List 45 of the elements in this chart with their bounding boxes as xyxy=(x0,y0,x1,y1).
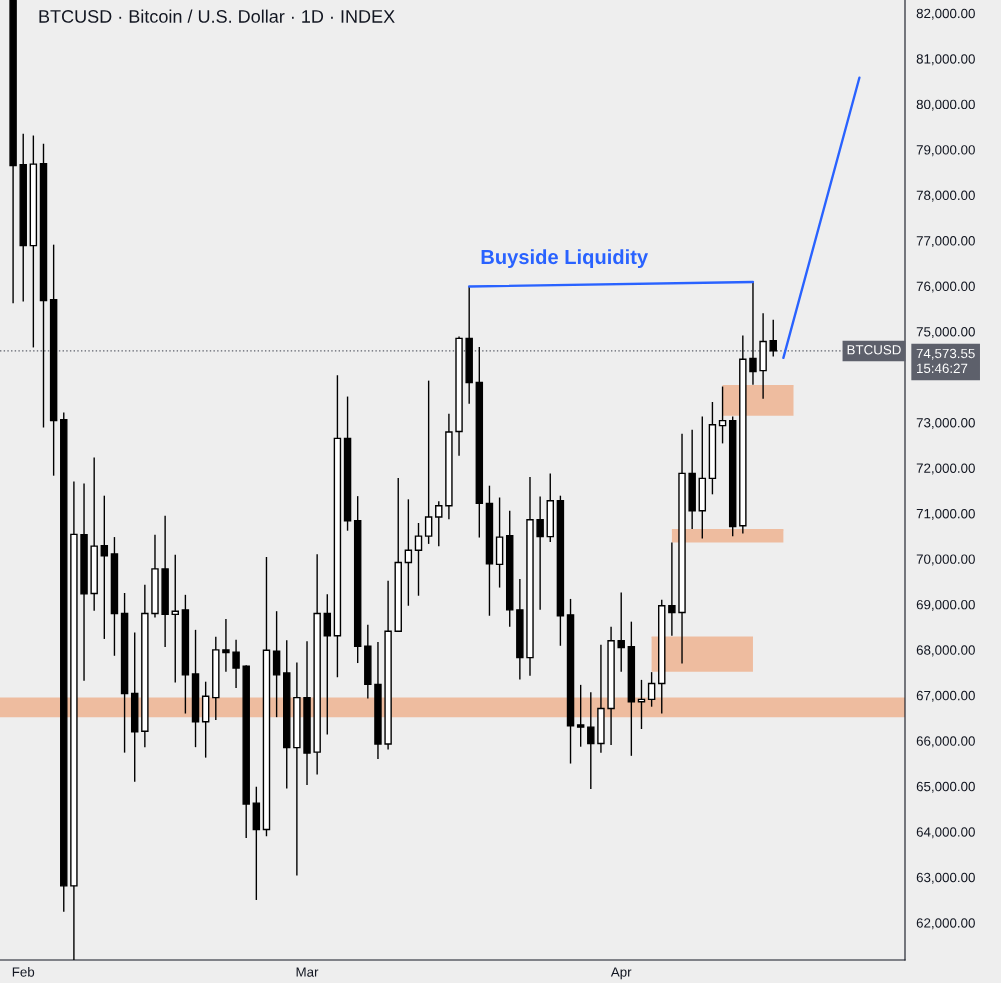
candlestick xyxy=(222,618,230,673)
y-tick-label: 67,000.00 xyxy=(916,690,975,702)
candlestick xyxy=(718,385,727,445)
candlestick xyxy=(323,593,332,736)
candlestick xyxy=(414,522,423,597)
candlestick xyxy=(272,610,281,718)
y-tick-label: 63,000.00 xyxy=(916,872,975,884)
y-tick-label: 81,000.00 xyxy=(916,54,975,66)
y-tick-label: 62,000.00 xyxy=(916,918,975,930)
y-tick-label: 80,000.00 xyxy=(916,99,975,111)
y-tick-label: 78,000.00 xyxy=(916,190,975,202)
candlestick xyxy=(749,281,757,386)
y-tick-label: 64,000.00 xyxy=(916,827,975,839)
chart-title: BTCUSD · Bitcoin / U.S. Dollar · 1D · INDEX xyxy=(39,9,395,23)
ref-line-label: BTCUSD xyxy=(847,345,901,355)
candlestick xyxy=(668,541,676,637)
y-tick-label: 75,000.00 xyxy=(916,327,975,339)
candlestick xyxy=(232,639,240,689)
y-tick-label: 69,000.00 xyxy=(916,599,975,611)
y-tick-label: 73,000.00 xyxy=(916,417,975,430)
candlestick xyxy=(100,494,109,640)
x-tick-label: Feb xyxy=(12,966,35,977)
y-tick-label: 70,000.00 xyxy=(916,554,975,566)
candlestick xyxy=(404,498,413,607)
series-label: Buyside Liquidity xyxy=(481,249,649,269)
y-tick-label: 72,000.00 xyxy=(916,463,975,475)
candlestick xyxy=(536,495,544,611)
y-tick-label: 65,000.00 xyxy=(916,781,975,793)
x-tick-label: Mar xyxy=(296,967,319,977)
text: 74,573.55 15:46:27 xyxy=(916,348,975,374)
y-tick-label: 71,000.00 xyxy=(916,508,975,520)
x-tick-label: Apr xyxy=(610,967,632,980)
y-tick-label: 82,000.00 xyxy=(916,8,975,20)
candlestick xyxy=(617,591,625,673)
candlestick xyxy=(424,379,433,545)
y-tick-label: 79,000.00 xyxy=(916,145,975,157)
candlestick xyxy=(769,319,777,358)
candlestick xyxy=(647,671,656,708)
y-tick-label: 66,000.00 xyxy=(916,736,975,748)
y-tick-label: 77,000.00 xyxy=(916,236,975,248)
candlestick xyxy=(576,684,585,748)
candlestick xyxy=(587,691,595,790)
candlestick xyxy=(435,500,443,547)
y-tick-label: 76,000.00 xyxy=(916,281,975,293)
y-tick-label: 68,000.00 xyxy=(916,645,975,657)
